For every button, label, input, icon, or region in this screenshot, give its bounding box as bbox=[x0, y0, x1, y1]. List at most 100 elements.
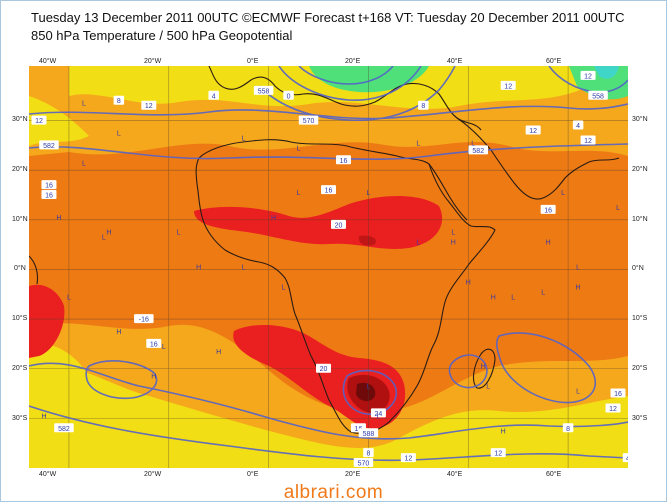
low-pressure-marker: L bbox=[102, 235, 106, 242]
low-pressure-marker: L bbox=[616, 205, 620, 212]
lat-tick-left: 10°S bbox=[12, 315, 28, 322]
contour-label-bg bbox=[418, 100, 429, 110]
contour-label-text: 8 bbox=[566, 426, 570, 433]
lat-tick-right: 30°N bbox=[632, 116, 648, 123]
contour-label-bg bbox=[208, 90, 219, 100]
watermark: albrari.com bbox=[283, 482, 384, 503]
contour-label-bg bbox=[41, 180, 57, 190]
contour-label: 12 bbox=[500, 80, 516, 90]
low-pressure-marker: L bbox=[511, 294, 515, 301]
contour-label-text: 12 bbox=[584, 73, 592, 80]
high-pressure-marker: H bbox=[41, 413, 46, 420]
low-pressure-marker: L bbox=[416, 140, 420, 147]
map-title-line-2: 850 hPa Temperature / 500 hPa Geopotenti… bbox=[31, 28, 293, 43]
contour-label-bg bbox=[490, 448, 506, 458]
high-pressure-marker: H bbox=[151, 374, 156, 381]
contour-label-bg bbox=[622, 453, 628, 463]
temperature-field-red-sahel bbox=[194, 196, 443, 249]
contour-label-bg bbox=[605, 403, 621, 413]
lat-tick-left: 20°N bbox=[12, 166, 28, 173]
contour-label-text: 16 bbox=[45, 183, 53, 190]
low-pressure-marker: L bbox=[366, 190, 370, 197]
low-pressure-marker: L bbox=[242, 135, 246, 142]
lat-tick-left: 30°N bbox=[12, 116, 28, 123]
low-pressure-marker: L bbox=[297, 190, 301, 197]
high-pressure-marker: H bbox=[271, 215, 276, 222]
contour-label-bg bbox=[253, 85, 274, 95]
contour-label-text: 16 bbox=[325, 188, 333, 195]
low-pressure-marker: L bbox=[366, 384, 370, 391]
contour-label: 4 bbox=[572, 120, 584, 130]
lon-tick-top: 20°W bbox=[144, 58, 162, 65]
contour-label-bg bbox=[525, 125, 541, 135]
low-pressure-marker: L bbox=[576, 389, 580, 396]
lat-tick-left: 10°N bbox=[12, 216, 28, 223]
high-pressure-marker: H bbox=[451, 240, 456, 247]
south-america-coastline bbox=[29, 255, 39, 285]
contour-label: 12 bbox=[31, 115, 47, 125]
africa-coastline bbox=[195, 139, 496, 435]
contour-label: 8 bbox=[418, 100, 429, 110]
contour-line bbox=[29, 103, 628, 120]
contour-label: 12 bbox=[400, 453, 416, 463]
contour-label-bg bbox=[468, 145, 488, 155]
contour-label-bg bbox=[298, 115, 319, 125]
contour-label-text: 4 bbox=[576, 123, 580, 130]
high-pressure-marker: H bbox=[466, 279, 471, 286]
contour-line bbox=[29, 405, 628, 462]
contour-line bbox=[448, 354, 488, 389]
contour-label-bg bbox=[400, 453, 416, 463]
temperature-field-dark-red-sahel bbox=[358, 235, 376, 246]
contour-label-text: 16 bbox=[45, 193, 53, 200]
contour-label: 12 bbox=[580, 135, 596, 145]
low-pressure-marker: L bbox=[297, 145, 301, 152]
temperature-field-yellow-south bbox=[29, 363, 628, 468]
contour-label-text: 24 bbox=[375, 411, 383, 418]
contour-label-bg bbox=[562, 423, 574, 433]
contour-label-text: 582 bbox=[43, 143, 55, 150]
high-pressure-marker: H bbox=[106, 230, 111, 237]
contour-label-text: 570 bbox=[358, 461, 370, 468]
contour-label: 558 bbox=[253, 85, 274, 95]
temperature-field-cold-cyan-northeast bbox=[594, 66, 619, 79]
contour-line bbox=[29, 362, 628, 440]
contour-label-bg bbox=[572, 120, 584, 130]
high-pressure-marker: H bbox=[216, 349, 221, 356]
low-pressure-marker: L bbox=[117, 130, 121, 137]
contour-label-bg bbox=[321, 185, 336, 195]
lon-tick-bottom: 20°E bbox=[345, 471, 361, 478]
contour-label-text: 588 bbox=[363, 431, 375, 438]
contour-label-bg bbox=[363, 448, 374, 458]
low-pressure-marker: L bbox=[576, 264, 580, 271]
weather-map: 12 8 12 582 16 16 4 0 558 570 16 16 20 8 582 12 12 16 12 55… bbox=[29, 66, 628, 468]
lat-tick-right: 10°S bbox=[632, 315, 648, 322]
lon-tick-bottom: 40°W bbox=[39, 471, 57, 478]
lon-tick-top: 60°E bbox=[546, 58, 562, 65]
contour-label: 570 bbox=[353, 458, 374, 468]
lat-tick-right: 30°S bbox=[632, 415, 648, 422]
temperature-field-yellow-northwest bbox=[29, 96, 89, 146]
high-pressure-marker: H bbox=[56, 215, 61, 222]
contour-label-bg bbox=[141, 100, 157, 110]
contour-label: 16 bbox=[146, 338, 162, 348]
contour-label-text: 16 bbox=[614, 391, 622, 398]
contour-label-bg bbox=[580, 135, 596, 145]
lon-tick-top: 40°W bbox=[39, 58, 57, 65]
contour-line bbox=[342, 369, 398, 415]
contour-label-text: 12 bbox=[504, 83, 512, 90]
lon-tick-top: 20°E bbox=[345, 58, 361, 65]
low-pressure-marker: L bbox=[376, 413, 380, 420]
contour-label-bg bbox=[580, 70, 596, 80]
contour-label: 12 bbox=[141, 100, 157, 110]
lon-tick-top: 40°E bbox=[447, 58, 463, 65]
contour-label-bg bbox=[500, 80, 516, 90]
contour-label: 16 bbox=[41, 180, 57, 190]
lat-tick-right: 0°N bbox=[632, 265, 644, 272]
low-pressure-marker: L bbox=[242, 264, 246, 271]
contour-labels: 12 8 12 582 16 16 4 0 558 570 16 16 20 8 582 12 12 16 12 55… bbox=[31, 70, 628, 468]
low-pressure-marker: L bbox=[471, 140, 475, 147]
contour-label-text: 4 bbox=[212, 93, 216, 100]
contour-label-bg bbox=[54, 423, 74, 433]
contour-label-text: 16 bbox=[544, 207, 552, 214]
low-pressure-marker: L bbox=[67, 294, 71, 301]
